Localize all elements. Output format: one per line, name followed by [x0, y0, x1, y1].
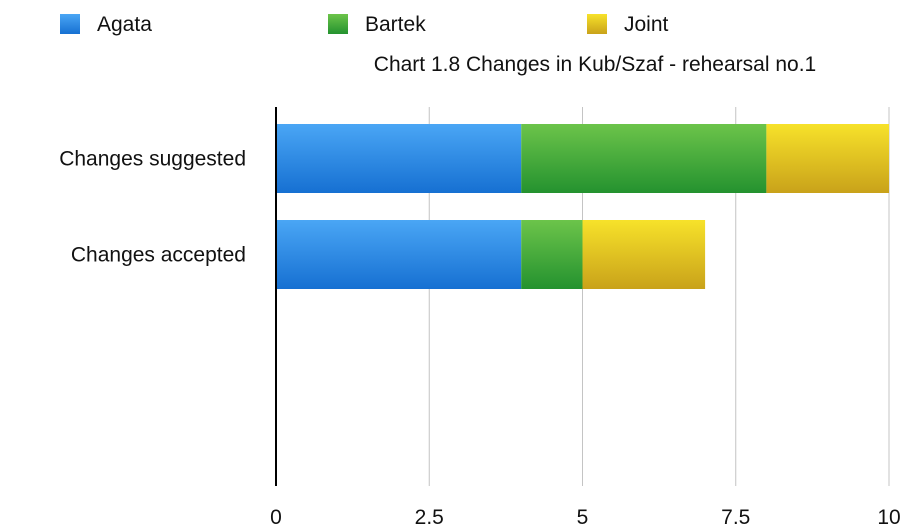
bar-agata-changes-accepted: [276, 220, 522, 289]
legend-swatch-joint: [587, 14, 607, 34]
bar-agata-changes-suggested: [276, 124, 522, 193]
legend-swatch-agata: [60, 14, 80, 34]
bars: [276, 124, 889, 289]
legend: Agata Bartek Joint: [60, 13, 669, 36]
legend-swatch-bartek: [328, 14, 348, 34]
bar-joint-changes-accepted: [582, 220, 706, 289]
bar-bartek-changes-accepted: [521, 220, 583, 289]
x-tick-label: 7.5: [721, 506, 750, 526]
bar-bartek-changes-suggested: [521, 124, 767, 193]
chart-title: Chart 1.8 Changes in Kub/Szaf - rehearsa…: [374, 53, 816, 76]
legend-label-joint: Joint: [624, 13, 669, 36]
x-tick-label: 5: [577, 506, 589, 526]
x-tick-label: 10: [877, 506, 900, 526]
legend-label-agata: Agata: [97, 13, 152, 36]
x-tick-label: 2.5: [415, 506, 444, 526]
x-tick-labels: 0 2.5 5 7.5 10: [270, 506, 901, 526]
category-labels: Changes suggested Changes accepted: [59, 148, 246, 267]
x-tick-label: 0: [270, 506, 282, 526]
legend-label-bartek: Bartek: [365, 13, 426, 36]
bar-joint-changes-suggested: [766, 124, 889, 193]
category-label: Changes accepted: [71, 244, 246, 267]
category-label: Changes suggested: [59, 148, 246, 171]
